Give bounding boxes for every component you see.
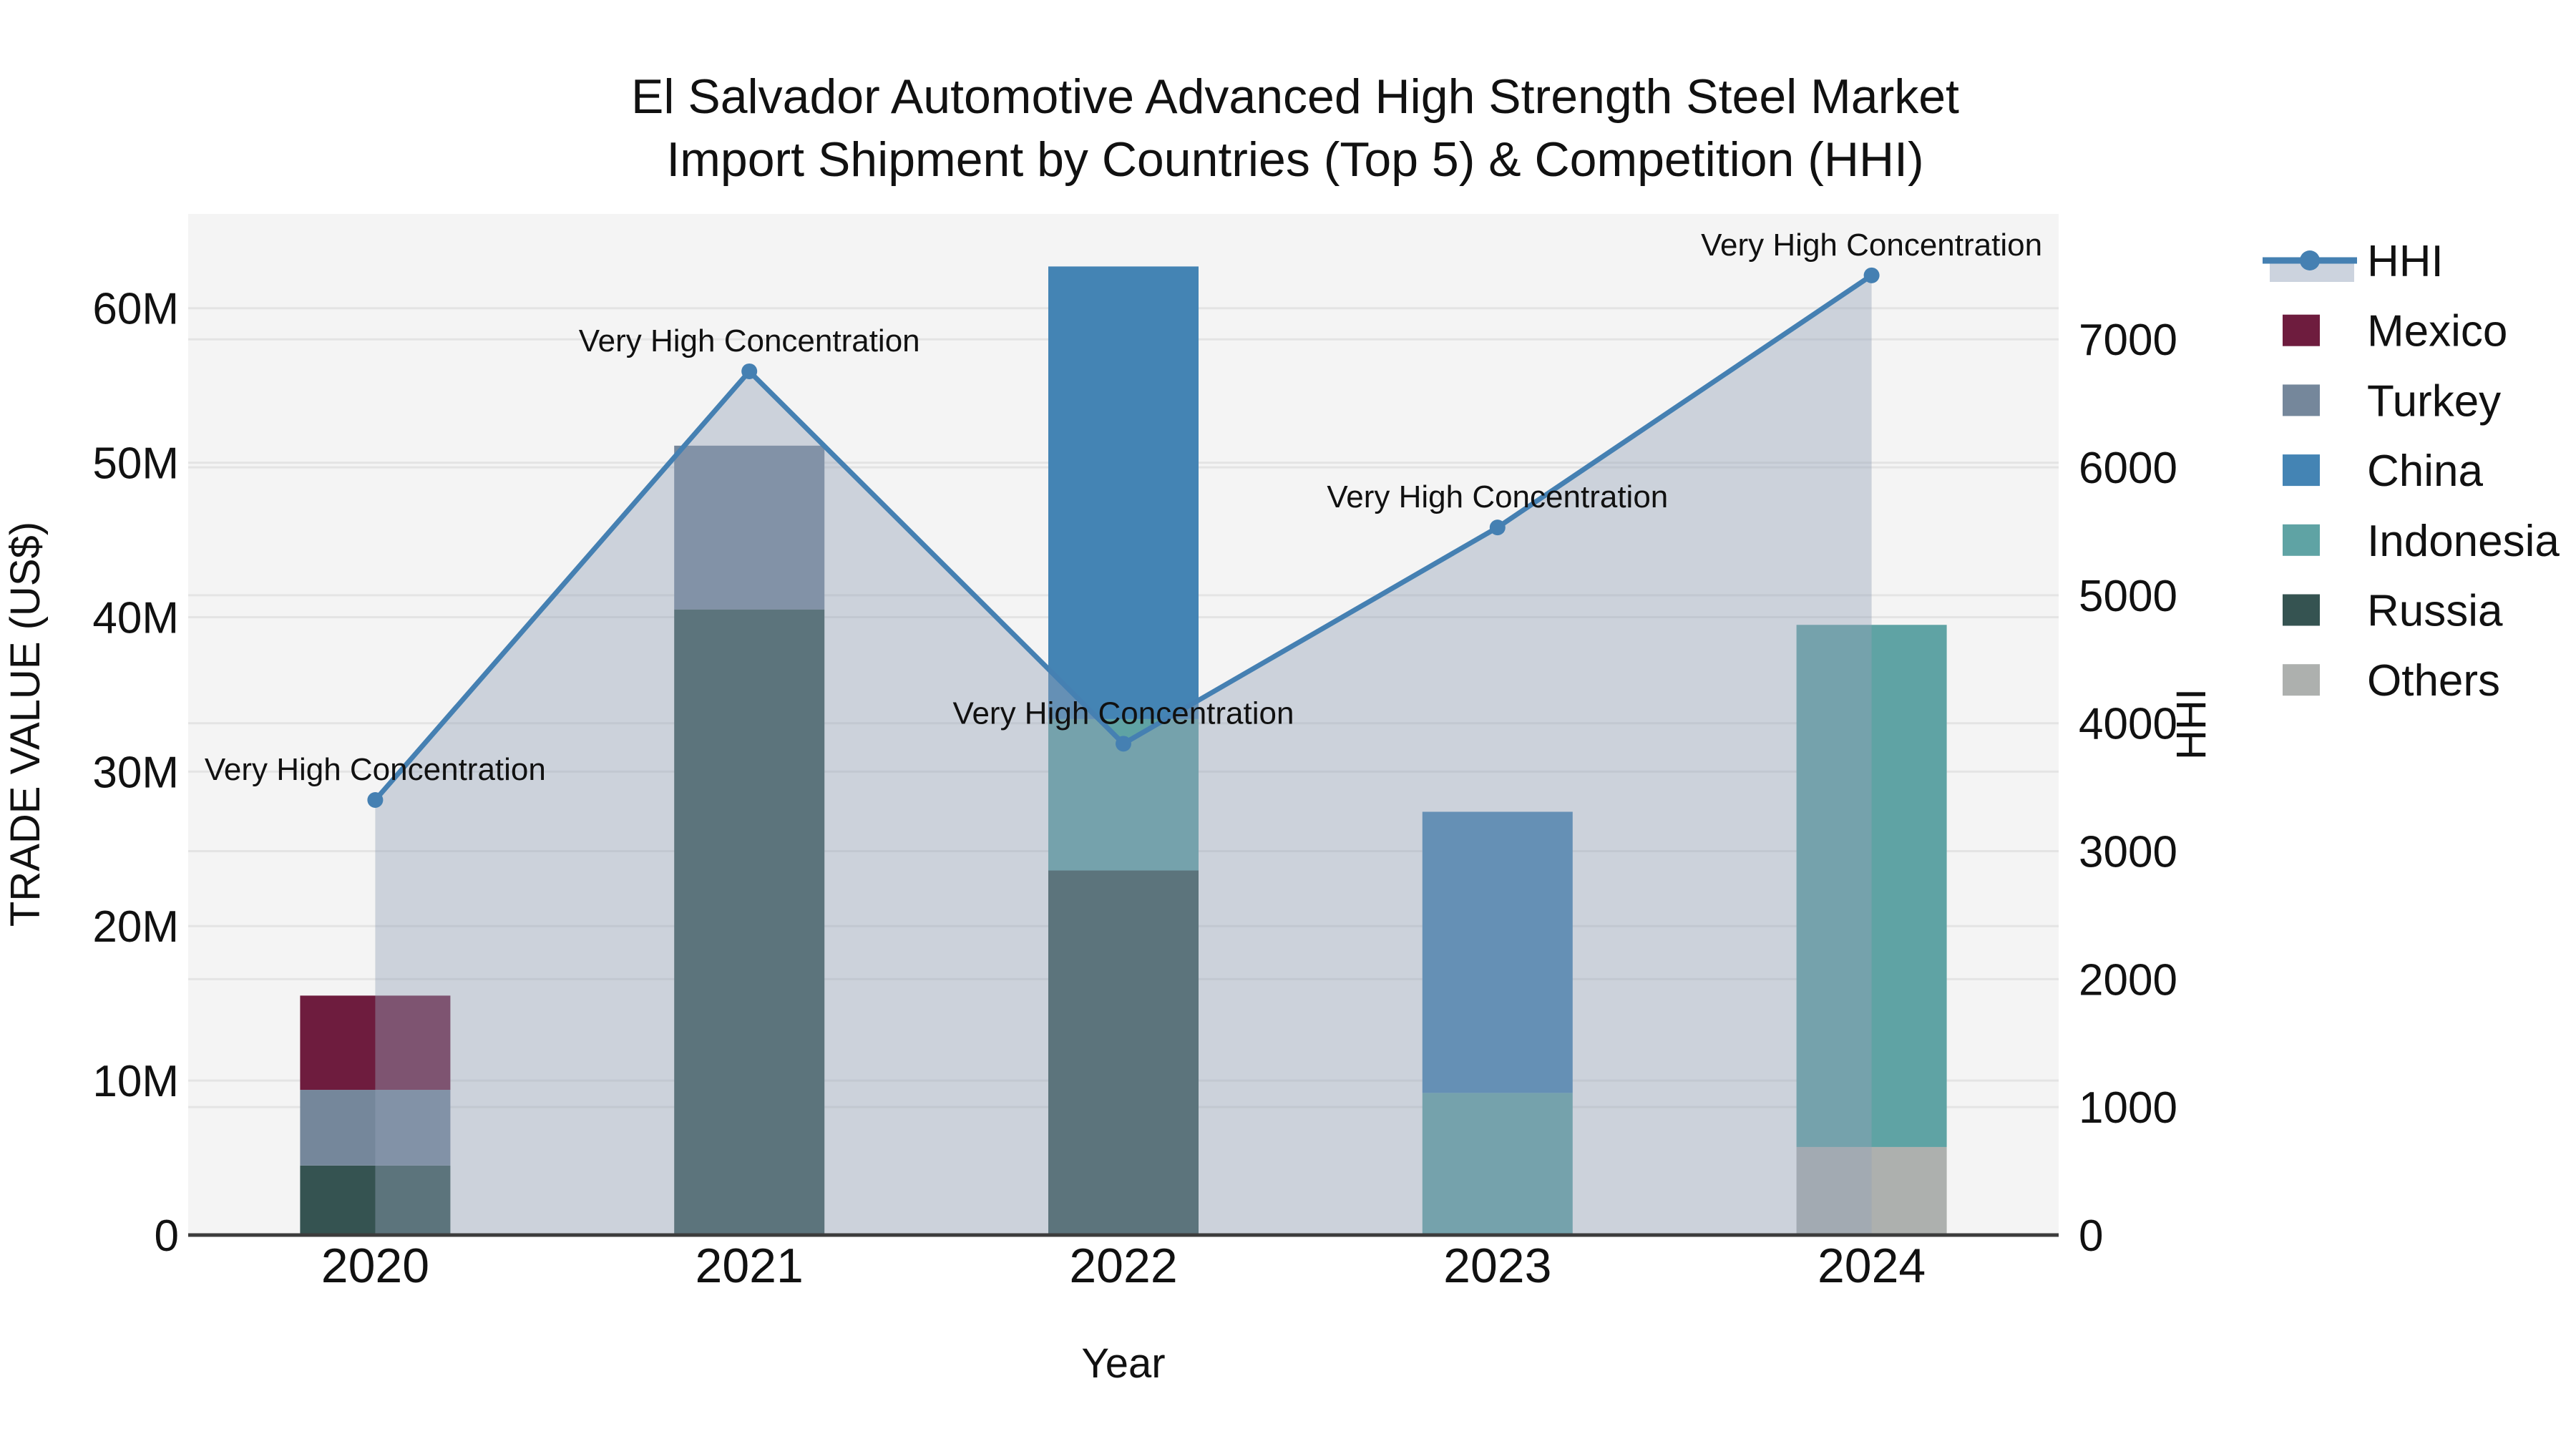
legend-swatch-turkey (2283, 384, 2320, 416)
hhi-area-fill (375, 275, 1872, 1235)
x-tick-2022: 2022 (1069, 1239, 1177, 1293)
bar-segment-russia-2020 (300, 1165, 451, 1235)
legend-label-indonesia: Indonesia (2367, 517, 2560, 566)
y-tick-right-6000: 6000 (2079, 444, 2177, 493)
bar-segment-russia-2022 (1048, 870, 1199, 1235)
y-axis-left-ticks: 0 10M 20M 30M 40M 50M 60M (92, 285, 179, 1261)
bar-segment-china-2023 (1422, 811, 1573, 1093)
x-tick-2024: 2024 (1818, 1239, 1926, 1293)
x-axis-title: Year (1081, 1340, 1165, 1387)
legend-item-china[interactable]: China (2283, 447, 2484, 496)
bar-segment-mexico-2020 (300, 995, 451, 1091)
legend-label-mexico: Mexico (2367, 307, 2507, 356)
legend-swatch-china (2283, 454, 2320, 487)
legend-item-turkey[interactable]: Turkey (2283, 376, 2501, 426)
y-tick-right-0: 0 (2079, 1211, 2103, 1261)
bar-segment-indonesia-2023 (1422, 1093, 1573, 1235)
annotation-very-high-concentration-2023: Very High Concentration (1327, 479, 1668, 514)
hhi-line (367, 267, 1880, 809)
y-tick-left-10M: 10M (92, 1057, 179, 1106)
legend-item-russia[interactable]: Russia (2283, 587, 2503, 636)
y-axis-right-title: HHI (2168, 688, 2215, 760)
y-tick-right-4000: 4000 (2079, 700, 2177, 749)
legend: HHI Mexico Turkey China Indonesia Russia Other… (2263, 237, 2560, 706)
annotation-very-high-concentration-2022: Very High Concentration (953, 696, 1294, 731)
y-tick-left-30M: 30M (92, 748, 179, 797)
bar-segment-others-2024 (1796, 1146, 1947, 1235)
annotations-group: Very High Concentration Very High Concent… (205, 228, 2042, 787)
y-tick-left-60M: 60M (92, 285, 179, 334)
x-tick-2023: 2023 (1443, 1239, 1551, 1293)
annotation-very-high-concentration-2020: Very High Concentration (205, 752, 546, 787)
hhi-marker-2023 (1489, 519, 1506, 536)
legend-item-others[interactable]: Others (2283, 656, 2500, 706)
bar-segment-turkey-2020 (300, 1090, 451, 1166)
y-axis-left-title: TRADE VALUE (US$) (2, 522, 49, 927)
x-axis-ticks: 2020 2021 2022 2023 2024 (321, 1239, 1926, 1293)
legend-label-hhi: HHI (2367, 237, 2444, 286)
hhi-marker-2024 (1863, 267, 1880, 283)
hhi-marker-2022 (1116, 736, 1131, 752)
bar-segment-turkey-2021 (674, 445, 825, 610)
hhi-marker-2020 (367, 792, 384, 809)
y-tick-left-40M: 40M (92, 593, 179, 643)
chart-title-line2: Import Shipment by Countries (Top 5) & C… (666, 132, 1923, 187)
legend-swatch-mexico (2283, 314, 2320, 346)
legend-swatch-indonesia (2283, 524, 2320, 556)
bars-group (300, 266, 1947, 1235)
y-tick-left-0: 0 (155, 1211, 179, 1261)
y-tick-left-50M: 50M (92, 439, 179, 489)
x-tick-2020: 2020 (321, 1239, 429, 1293)
y-axis-right-ticks: 0 1000 2000 3000 4000 5000 6000 7000 (2079, 316, 2177, 1261)
legend-item-indonesia[interactable]: Indonesia (2283, 517, 2560, 566)
bar-segment-indonesia-2024 (1796, 625, 1947, 1147)
x-tick-2021: 2021 (696, 1239, 804, 1293)
legend-label-turkey: Turkey (2367, 376, 2501, 426)
chart-title-line1: El Salvador Automotive Advanced High Str… (631, 69, 1959, 124)
legend-label-china: China (2367, 447, 2484, 496)
legend-swatch-others (2283, 664, 2320, 696)
y-tick-right-2000: 2000 (2079, 955, 2177, 1005)
hhi-area (375, 275, 1872, 1235)
legend-hhi-marker-sample (2300, 250, 2320, 270)
legend-item-hhi[interactable]: HHI (2263, 237, 2444, 286)
legend-label-others: Others (2367, 656, 2500, 706)
annotation-very-high-concentration-2024: Very High Concentration (1701, 228, 2042, 263)
y-tick-right-1000: 1000 (2079, 1083, 2177, 1133)
y-tick-right-7000: 7000 (2079, 316, 2177, 365)
y-tick-right-3000: 3000 (2079, 828, 2177, 877)
annotation-very-high-concentration-2021: Very High Concentration (579, 323, 920, 358)
legend-label-russia: Russia (2367, 587, 2503, 636)
legend-item-mexico[interactable]: Mexico (2283, 307, 2507, 356)
bar-segment-china-2022 (1048, 266, 1199, 719)
hhi-marker-2021 (741, 363, 758, 379)
legend-swatch-russia (2283, 594, 2320, 626)
y-tick-right-5000: 5000 (2079, 572, 2177, 621)
bar-segment-russia-2021 (674, 609, 825, 1235)
y-tick-left-20M: 20M (92, 902, 179, 952)
